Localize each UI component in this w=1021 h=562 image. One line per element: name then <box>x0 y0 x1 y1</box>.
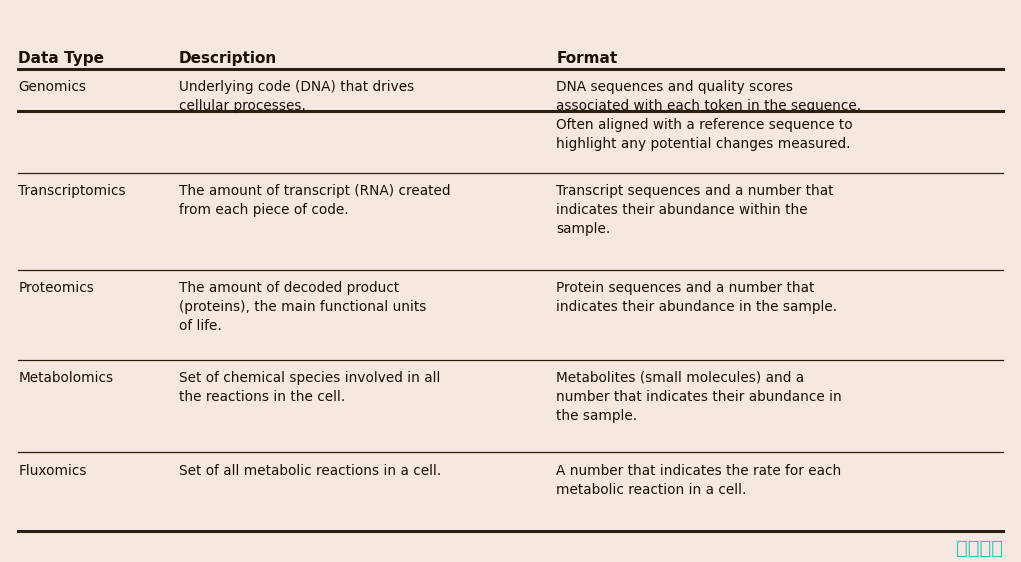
Text: Fluxomics: Fluxomics <box>18 464 87 478</box>
Text: DNA sequences and quality scores
associated with each token in the sequence.
Oft: DNA sequences and quality scores associa… <box>556 80 862 151</box>
Text: Underlying code (DNA) that drives
cellular processes.: Underlying code (DNA) that drives cellul… <box>179 80 414 114</box>
Text: Protein sequences and a number that
indicates their abundance in the sample.: Protein sequences and a number that indi… <box>556 281 837 314</box>
Text: Transcript sequences and a number that
indicates their abundance within the
samp: Transcript sequences and a number that i… <box>556 184 834 236</box>
Text: Transcriptomics: Transcriptomics <box>18 184 126 198</box>
Text: Set of all metabolic reactions in a cell.: Set of all metabolic reactions in a cell… <box>179 464 441 478</box>
Text: Genomics: Genomics <box>18 80 87 94</box>
Text: Set of chemical species involved in all
the reactions in the cell.: Set of chemical species involved in all … <box>179 371 440 404</box>
Text: Proteomics: Proteomics <box>18 281 94 295</box>
Text: Format: Format <box>556 51 618 66</box>
Text: 谷普下载: 谷普下载 <box>956 538 1003 558</box>
Text: Data Type: Data Type <box>18 51 104 66</box>
Text: The amount of decoded product
(proteins), the main functional units
of life.: The amount of decoded product (proteins)… <box>179 281 426 333</box>
Text: A number that indicates the rate for each
metabolic reaction in a cell.: A number that indicates the rate for eac… <box>556 464 841 497</box>
Text: Description: Description <box>179 51 277 66</box>
Text: The amount of transcript (RNA) created
from each piece of code.: The amount of transcript (RNA) created f… <box>179 184 450 217</box>
Text: Metabolites (small molecules) and a
number that indicates their abundance in
the: Metabolites (small molecules) and a numb… <box>556 371 842 423</box>
Text: Metabolomics: Metabolomics <box>18 371 113 385</box>
